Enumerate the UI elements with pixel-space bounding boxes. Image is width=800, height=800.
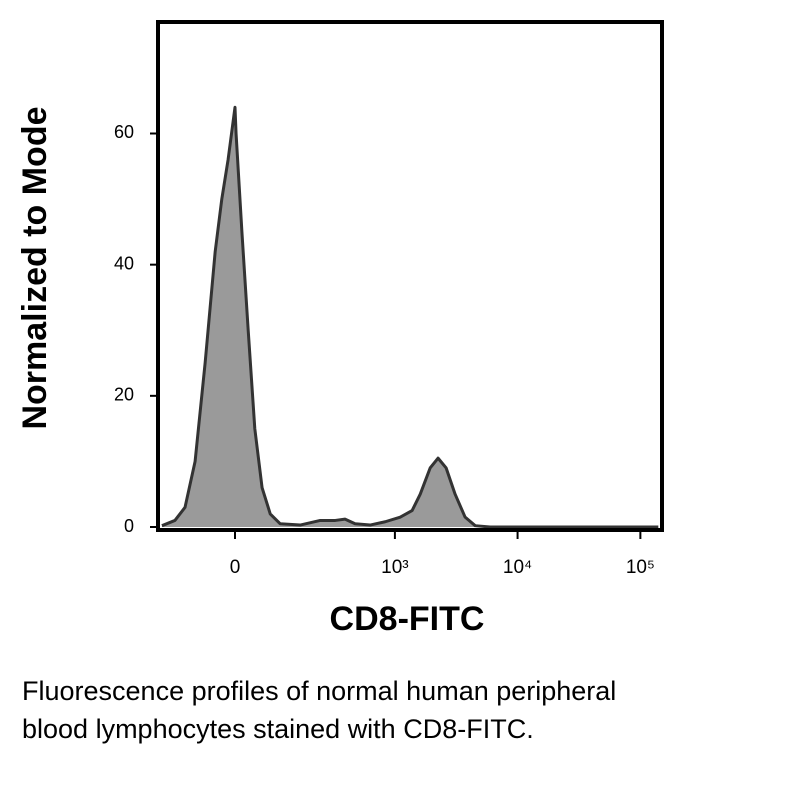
x-tick-label: 10³ bbox=[381, 557, 408, 578]
y-tick-label: 40 bbox=[114, 253, 134, 273]
x-tick-label: 10⁵ bbox=[626, 557, 655, 578]
chart: CD8-FITC Normalized to Mode 0 20 40 60 0 10³ 1… bbox=[16, 20, 664, 638]
y-tick-label: 20 bbox=[114, 385, 134, 405]
y-tick-label: 60 bbox=[114, 122, 134, 142]
x-tick-label: 0 bbox=[230, 557, 241, 578]
area bbox=[161, 107, 659, 528]
x-axis-label: CD8-FITC bbox=[330, 600, 485, 638]
caption: Fluorescence profiles of normal human pe… bbox=[22, 672, 792, 748]
caption-line: blood lymphocytes stained with CD8-FITC. bbox=[22, 714, 534, 744]
histogram-line bbox=[161, 105, 659, 529]
y-tick-label: 0 bbox=[124, 516, 134, 536]
plot-frame bbox=[156, 20, 664, 532]
x-tick-label: 10⁴ bbox=[503, 557, 532, 578]
caption-line: Fluorescence profiles of normal human pe… bbox=[22, 676, 617, 706]
y-axis-label: Normalized to Mode bbox=[16, 106, 54, 429]
